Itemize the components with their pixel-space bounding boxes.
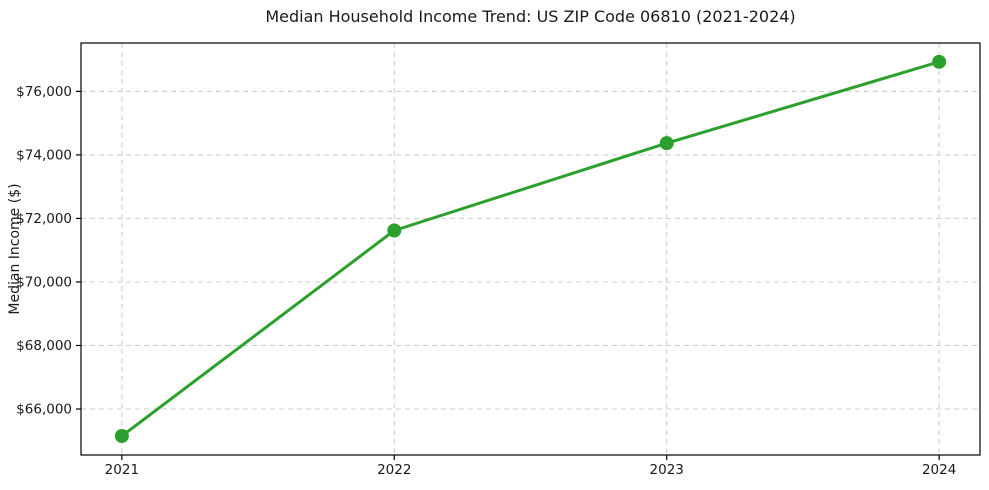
y-tick-label: $72,000 — [16, 211, 72, 227]
x-tick-label: 2023 — [650, 462, 684, 478]
trend-line — [120, 60, 941, 438]
y-tick-label: $70,000 — [16, 274, 72, 290]
chart-title: Median Household Income Trend: US ZIP Co… — [265, 7, 796, 26]
x-tick-label: 2021 — [105, 462, 139, 478]
data-point-2021 — [114, 429, 129, 444]
data-point-2024 — [932, 54, 947, 69]
data-point-2022 — [387, 223, 402, 238]
plot-border — [80, 42, 981, 456]
x-tick-label: 2024 — [922, 462, 956, 478]
data-point-2023 — [659, 136, 674, 151]
y-tick-label: $76,000 — [16, 84, 72, 100]
y-tick-label: $74,000 — [16, 147, 72, 163]
y-tick-label: $66,000 — [16, 402, 72, 418]
x-tick-label: 2022 — [377, 462, 411, 478]
y-tick-label: $68,000 — [16, 338, 72, 354]
